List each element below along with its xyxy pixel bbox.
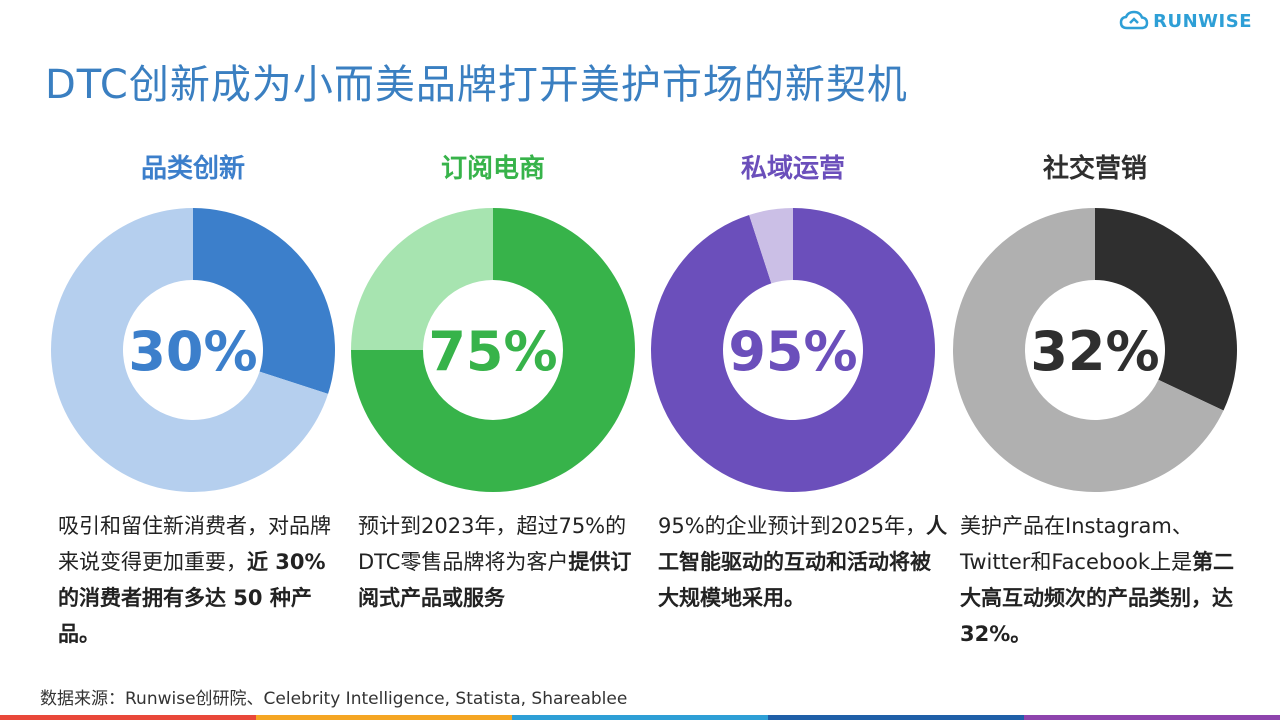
- description-text: 是: [1171, 550, 1193, 574]
- description-highlight: 的产品类别，达32%。: [960, 586, 1233, 646]
- donut-slice: [651, 208, 935, 492]
- description-text: 75%的DTC零售品牌: [358, 514, 627, 574]
- donut-slice: [749, 208, 793, 284]
- donut-chart: [651, 208, 935, 492]
- panel-description: 美护产品在Instagram、 Twitter和Facebook上是第二大高互动频…: [960, 508, 1250, 652]
- donut-chart: [351, 208, 635, 492]
- donut-slice: [953, 208, 1224, 492]
- percent-label: 95%: [728, 320, 858, 383]
- donut-slice: [51, 208, 329, 492]
- panel-private-domain: 私域运营 95% 95%的企业预计到2025年，人工智能驱动的互动和活动将被大规…: [643, 140, 947, 670]
- description-text: Twitter和Facebook上: [960, 550, 1172, 574]
- bottom-color-bar: [0, 715, 1280, 720]
- description-highlight: 动的互动和活动将被: [742, 550, 931, 574]
- panel-description: 95%的企业预计到2025年，人工智能驱动的互动和活动将被大规模地采用。: [658, 508, 948, 616]
- bottom-bar-segment: [512, 715, 768, 720]
- page-title: DTC创新成为小而美品牌打开美护市场的新契机: [45, 62, 908, 108]
- brand-logo: RUNWISE: [1119, 10, 1252, 32]
- donut-slice: [1095, 208, 1237, 411]
- description-text: 95%的企业预计到: [658, 514, 831, 538]
- bottom-bar-segment: [0, 715, 256, 720]
- data-source-note: 数据来源：Runwise创研院、Celebrity Intelligence, …: [40, 689, 628, 709]
- panel-title: 社交营销: [1042, 154, 1147, 184]
- bottom-bar-segment: [1024, 715, 1280, 720]
- description-highlight: 大规模地采用。: [658, 586, 805, 610]
- description-text: 将为客户: [484, 550, 569, 574]
- panel-category-innovation: 品类创新 30% 吸引和留住新消费者，对品牌来说变得更加重要，近 30% 的消费…: [43, 140, 343, 670]
- panel-title: 订阅电商: [440, 154, 545, 184]
- donut-chart: [51, 208, 335, 492]
- description-text: 2025年，: [830, 514, 927, 538]
- panel-social-marketing: 社交营销 32% 美护产品在Instagram、 Twitter和Facebook…: [945, 140, 1245, 670]
- description-text: 吸引和留住新消费者，: [58, 514, 268, 538]
- bottom-bar-segment: [768, 715, 1024, 720]
- percent-label: 30%: [128, 320, 258, 383]
- panel-title: 品类创新: [140, 154, 245, 184]
- percent-label: 75%: [428, 320, 558, 383]
- description-text: 对品牌来说变得更加: [58, 514, 331, 574]
- description-text: 重要，: [184, 550, 247, 574]
- description-highlight: 提供订阅式: [358, 550, 632, 610]
- brand-logo-text: RUNWISE: [1153, 10, 1252, 32]
- bottom-bar-segment: [256, 715, 512, 720]
- panel-description: 预计到2023年，超过75%的DTC零售品牌将为客户提供订阅式产品或服务: [358, 508, 648, 616]
- panel-description: 吸引和留住新消费者，对品牌来说变得更加重要，近 30% 的消费者拥有多达 50 …: [58, 508, 348, 652]
- description-highlight: 近 30% 的消费: [58, 550, 326, 610]
- donut-slice: [351, 208, 493, 350]
- donut-slice: [351, 208, 635, 492]
- panel-subscription-ecommerce: 订阅电商 75% 预计到2023年，超过75%的DTC零售品牌将为客户提供订阅式…: [343, 140, 643, 670]
- donut-chart: [953, 208, 1237, 492]
- description-highlight: 者拥有多达 50 种产品。: [58, 586, 312, 646]
- panel-title: 私域运营: [740, 154, 845, 184]
- percent-label: 32%: [1030, 320, 1160, 383]
- description-highlight: 人工智能驱: [658, 514, 948, 574]
- cloud-logo-icon: [1119, 10, 1149, 30]
- donut-slice: [193, 208, 335, 394]
- description-text: 美护产品在Instagram、: [960, 514, 1193, 538]
- description-text: 预计到2023年，超过: [358, 514, 559, 538]
- description-highlight: 第二大高互动频次: [960, 550, 1235, 610]
- description-highlight: 产品或服务: [400, 586, 505, 610]
